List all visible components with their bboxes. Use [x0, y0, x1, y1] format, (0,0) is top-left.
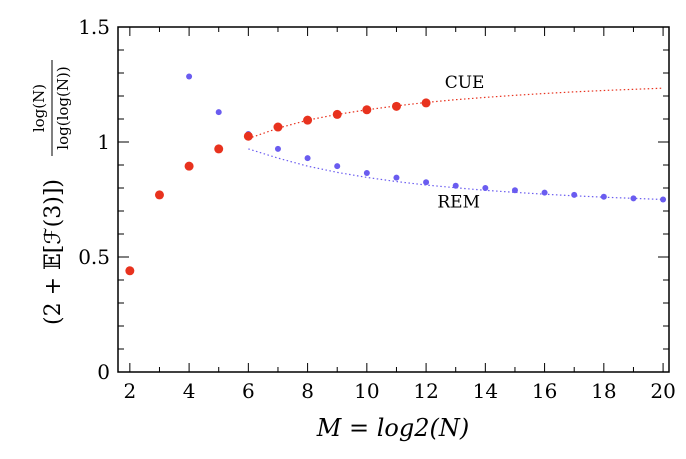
y-tick-label: 1.5: [78, 15, 110, 39]
tick-labels: 2 4 6 8 10 12 14 16 18 20 0 0.5 1 1.5: [78, 15, 676, 403]
x-tick-label: 2: [123, 379, 136, 403]
y-tick-label: 0: [97, 360, 110, 384]
x-tick-label: 10: [354, 379, 379, 403]
x-tick-label: 14: [473, 379, 498, 403]
rem-point: [452, 182, 459, 189]
cue-point: [184, 161, 194, 171]
rem-point: [423, 179, 430, 186]
cue-fit-fit-curve: [248, 87, 664, 140]
annotations: CUE REM: [437, 73, 484, 213]
x-tick-label: 20: [650, 379, 675, 403]
x-axis-title: M = log2(N): [316, 414, 469, 442]
cue-point: [303, 115, 313, 125]
cue-label: CUE: [445, 73, 485, 93]
cue-point: [214, 144, 224, 154]
x-tick-label: 12: [413, 379, 438, 403]
cue-point: [332, 109, 342, 119]
rem-point: [541, 189, 548, 196]
rem-point: [630, 195, 637, 202]
rem-point: [482, 185, 489, 191]
rem-point: [215, 109, 222, 116]
y-tick-label: 1: [97, 130, 110, 154]
cue-point: [362, 105, 372, 115]
data-points: [125, 73, 667, 276]
x-tick-label: 4: [183, 379, 196, 403]
rem-point: [511, 187, 518, 194]
fit-curves: [248, 87, 664, 201]
cue-point: [125, 266, 135, 276]
y-axis-frac-num: log(N): [30, 84, 48, 132]
y-axis-title-prefix: (2 + 𝔼[ℱ(3)]): [41, 179, 66, 325]
cue-point: [421, 98, 431, 108]
cue-point: [391, 101, 401, 111]
rem-point: [334, 163, 341, 170]
rem-point: [363, 170, 370, 177]
ticks: [118, 26, 669, 373]
rem-point: [571, 191, 578, 198]
y-axis-title: (2 + 𝔼[ℱ(3)]) log(N) log(log(N)): [30, 60, 72, 325]
rem-point: [186, 73, 193, 80]
rem-point: [274, 145, 281, 152]
y-axis-frac-den: log(log(N)): [54, 66, 72, 149]
rem-label: REM: [437, 193, 480, 213]
x-tick-label: 6: [242, 379, 255, 403]
cue-point: [154, 190, 164, 200]
rem-point: [304, 155, 311, 162]
cue-point: [243, 131, 253, 141]
rem-point: [393, 174, 400, 181]
rem-point: [660, 196, 667, 203]
cue-point: [273, 122, 283, 132]
x-tick-label: 8: [301, 379, 314, 403]
rem-point: [600, 193, 607, 200]
x-tick-label: 16: [532, 379, 557, 403]
plot-frame: [117, 26, 670, 373]
x-tick-label: 18: [591, 379, 616, 403]
y-tick-label: 0.5: [78, 245, 110, 269]
